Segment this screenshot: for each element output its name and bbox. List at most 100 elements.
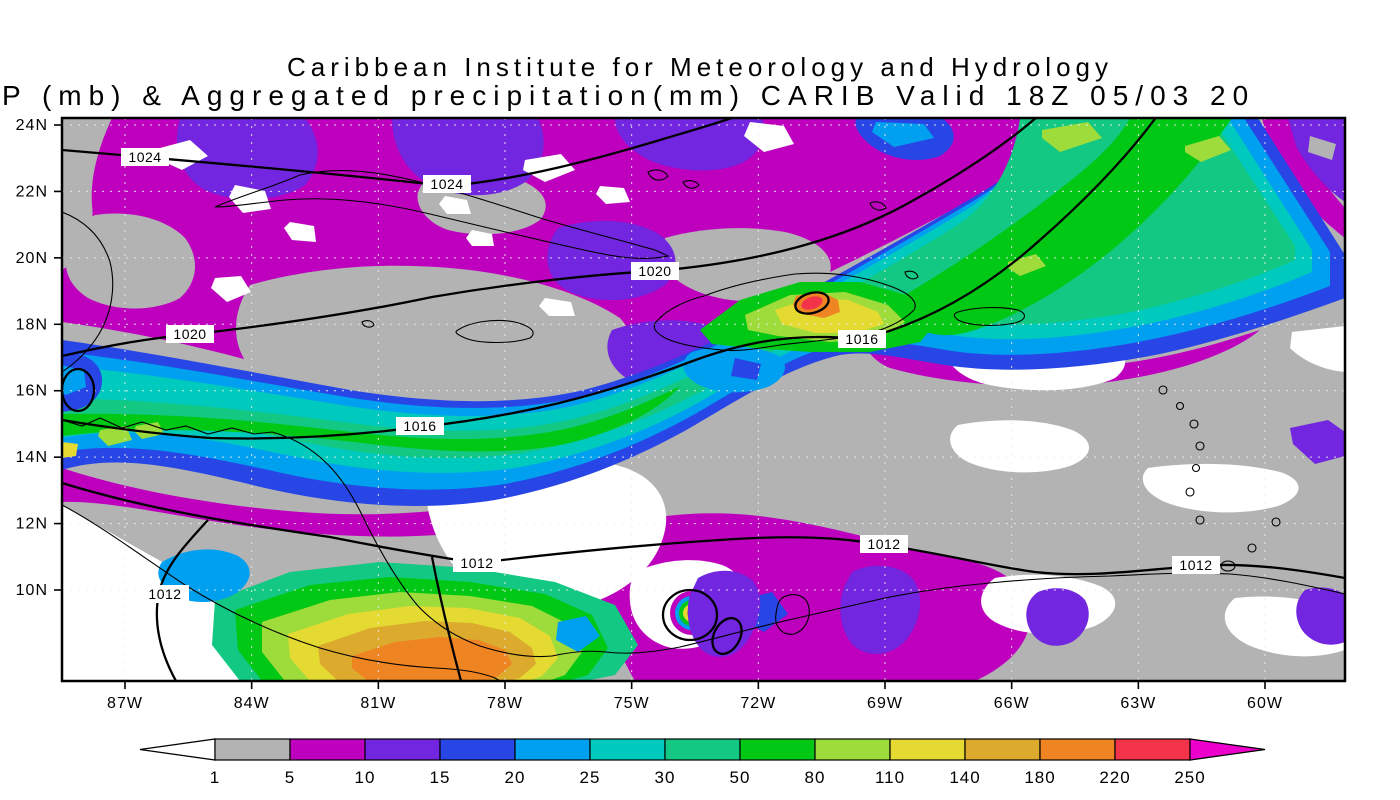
precip-region xyxy=(62,468,535,537)
colorbar-segment xyxy=(364,738,441,761)
colorbar-segment xyxy=(289,738,366,761)
coastline-lake-maracaibo xyxy=(775,594,810,635)
axis-ticks: 87W 84W 81W 78W 75W 72W 69W 66W 63W 60W 24N 22N 20N 1… xyxy=(16,117,1283,712)
precip-region xyxy=(98,426,132,446)
isobar-closed-low xyxy=(711,616,743,656)
precip-region xyxy=(284,222,316,242)
colorbar-tick-label: 220 xyxy=(1099,768,1130,787)
precip-region xyxy=(160,140,208,170)
colorbar-segment xyxy=(1114,738,1191,761)
isobar-label: 1024 xyxy=(128,149,161,165)
isobar-1012-branch xyxy=(430,556,463,681)
coastline-hispaniola xyxy=(653,272,916,352)
isobar-closed-low xyxy=(661,588,719,642)
isobar-label: 1016 xyxy=(403,418,436,434)
y-tick-label: 20N xyxy=(16,250,48,267)
colorbar-tick-label: 1 xyxy=(210,768,220,787)
colorbar-tick-label: 110 xyxy=(875,768,905,787)
x-tick-label: 63W xyxy=(1120,695,1156,712)
precip-region xyxy=(615,118,765,171)
isobar-1024 xyxy=(62,118,736,188)
colorbar-tick-label: 250 xyxy=(1174,768,1205,787)
precip-region xyxy=(466,230,494,246)
isobar-label-box xyxy=(423,175,471,193)
coastline-antilles-island xyxy=(1195,515,1205,525)
coastline-antilles-island xyxy=(1191,463,1201,473)
isobar-closed-low xyxy=(62,367,96,413)
colorbar-tick-label: 25 xyxy=(580,768,601,787)
coastline-bahamas xyxy=(682,180,700,189)
coastline-puerto-rico xyxy=(953,307,1025,326)
colorbar-tick-label: 5 xyxy=(285,768,295,787)
precip-region xyxy=(62,118,1295,458)
isobar-label: 1020 xyxy=(638,263,671,279)
x-tick-label: 60W xyxy=(1247,695,1283,712)
isobar-label: 1012 xyxy=(1179,557,1212,573)
coastline-turks xyxy=(904,270,919,280)
precip-region xyxy=(840,565,921,655)
precip-region xyxy=(1288,118,1345,202)
precip-region xyxy=(65,213,196,309)
isobar-label: 1020 xyxy=(173,326,206,342)
precip-region xyxy=(439,196,471,214)
colorbar-tick-label: 180 xyxy=(1024,768,1055,787)
precip-region xyxy=(950,420,1090,473)
coastline-antilles-island xyxy=(1175,401,1185,411)
precip-region xyxy=(731,358,761,380)
precip-region xyxy=(177,118,318,200)
isobar-labels: 1024 1024 1020 1020 1016 1016 1012 1012 1012 1012 xyxy=(121,148,1220,603)
coastline-antilles-island xyxy=(1158,385,1168,395)
precip-region xyxy=(1142,463,1299,513)
colorbar-segment xyxy=(664,738,741,761)
colorbar-segment xyxy=(964,738,1041,761)
isobar-label: 1012 xyxy=(148,586,181,602)
precip-colorbar: 1 5 10 15 20 25 30 50 80 110 140 180 220 250 xyxy=(139,738,1266,787)
precip-region xyxy=(1185,136,1231,162)
colorbar-tick-label: 20 xyxy=(505,768,526,787)
colorbar-tick-label: 80 xyxy=(805,768,826,787)
precip-region xyxy=(1296,587,1345,645)
x-tick-label: 81W xyxy=(360,695,396,712)
precip-region xyxy=(62,386,680,452)
colorbar-segment xyxy=(889,738,966,761)
coastline-yucatan xyxy=(62,211,114,373)
x-tick-label: 72W xyxy=(740,695,776,712)
plot-title: P (mb) & Aggregated precipitation(mm) CA… xyxy=(2,80,1256,111)
coastline-central-america xyxy=(62,417,1345,658)
colorbar-segment xyxy=(1039,738,1116,761)
precip-region xyxy=(62,505,528,681)
precip-region xyxy=(62,442,78,458)
coastline-cayman xyxy=(361,320,375,328)
y-tick-label: 24N xyxy=(16,117,48,134)
isobar-label-box xyxy=(121,148,169,166)
y-tick-label: 18N xyxy=(16,316,48,333)
y-tick-label: 16N xyxy=(16,383,48,400)
colorbar-segment xyxy=(589,738,666,761)
colorbar-tick-label: 15 xyxy=(430,768,451,787)
y-tick-label: 12N xyxy=(16,516,48,533)
precip-region xyxy=(596,186,630,204)
precip-region xyxy=(904,118,1232,336)
coastlines xyxy=(62,169,1345,681)
x-tick-label: 84W xyxy=(234,695,270,712)
isobar-label-box xyxy=(838,330,886,348)
coastline-antilles-island xyxy=(1195,441,1205,451)
precip-region xyxy=(662,228,831,302)
colorbar-tick-label: 10 xyxy=(355,768,376,787)
isobars xyxy=(62,118,1345,681)
colorbar-segment xyxy=(814,738,891,761)
map-frame xyxy=(60,116,1347,683)
isobar-label-box xyxy=(141,585,189,603)
colorbar-segment xyxy=(514,738,591,761)
x-tick-label: 78W xyxy=(487,695,523,712)
precip-region xyxy=(1308,136,1336,160)
colorbar-segment xyxy=(739,738,816,761)
precip-region xyxy=(352,637,512,681)
colorbar-tick-label: 50 xyxy=(730,768,751,787)
colorbar-tick-label: 140 xyxy=(949,768,980,787)
precip-region xyxy=(1262,118,1345,238)
colorbar-right-arrow xyxy=(1189,738,1266,761)
precip-region xyxy=(211,276,251,302)
